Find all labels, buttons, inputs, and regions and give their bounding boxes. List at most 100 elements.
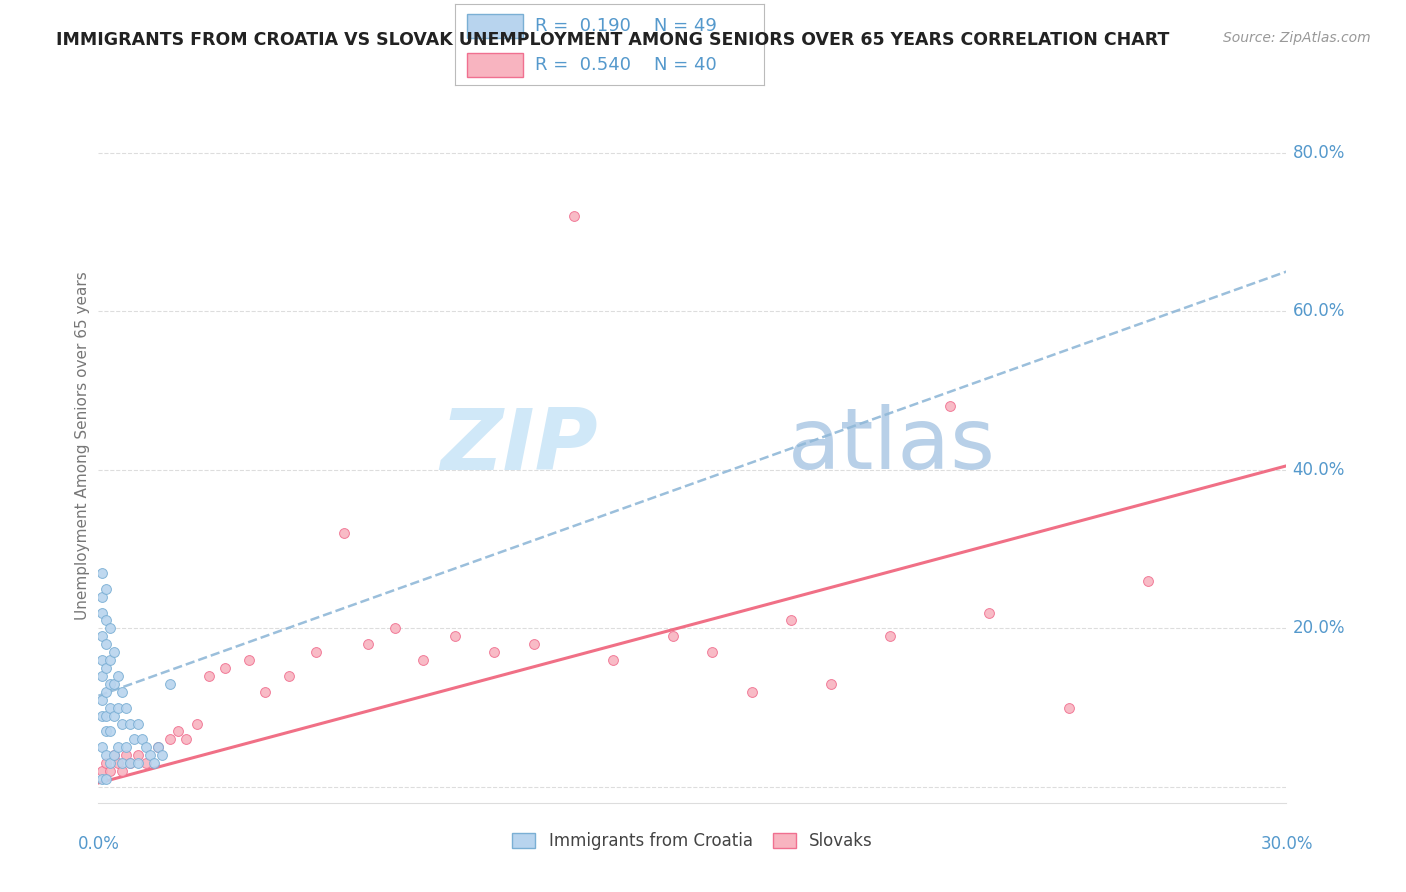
FancyBboxPatch shape (467, 14, 523, 38)
Point (305, 645, 328, 659)
Point (98, 621, 121, 635)
Point (150, 748, 173, 763)
Text: ZIP: ZIP (440, 404, 598, 488)
Point (107, 756, 129, 771)
Point (91, 606, 114, 620)
Point (111, 716, 134, 731)
Point (96, 685, 118, 699)
Point (111, 685, 134, 699)
Point (238, 653, 260, 667)
Point (702, 645, 724, 659)
Point (127, 756, 149, 771)
Point (98, 700, 121, 714)
Point (91, 669, 114, 683)
Point (91, 772, 114, 786)
Text: IMMIGRANTS FROM CROATIA VS SLOVAK UNEMPLOYMENT AMONG SENIORS OVER 65 YEARS CORRE: IMMIGRANTS FROM CROATIA VS SLOVAK UNEMPL… (56, 31, 1170, 49)
Point (127, 716, 149, 731)
Point (96, 637, 118, 651)
Point (103, 677, 125, 691)
Point (111, 756, 134, 771)
Text: 60.0%: 60.0% (1292, 302, 1344, 320)
Text: 40.0%: 40.0% (1292, 461, 1344, 479)
Text: R =  0.190    N = 49: R = 0.190 N = 49 (536, 17, 717, 35)
Text: Source: ZipAtlas.com: Source: ZipAtlas.com (1223, 31, 1371, 45)
Point (91, 740, 114, 755)
Point (91, 708, 114, 723)
Point (96, 748, 118, 763)
Point (98, 756, 121, 771)
Text: 20.0%: 20.0% (1292, 619, 1346, 638)
Point (98, 677, 121, 691)
Text: 30.0%: 30.0% (1260, 835, 1313, 853)
Point (111, 764, 134, 778)
Point (131, 732, 153, 747)
Point (879, 629, 901, 643)
Point (174, 732, 197, 747)
Legend: Immigrants from Croatia, Slovaks: Immigrants from Croatia, Slovaks (503, 824, 882, 859)
Point (107, 669, 129, 683)
Point (115, 740, 138, 755)
Point (127, 748, 149, 763)
Point (277, 669, 299, 683)
Point (820, 677, 842, 691)
Point (562, 209, 585, 223)
Point (135, 756, 157, 771)
Point (741, 685, 763, 699)
Point (103, 748, 125, 763)
Point (166, 724, 188, 739)
Point (139, 748, 162, 763)
Point (146, 740, 169, 755)
Text: atlas: atlas (787, 404, 995, 488)
Point (96, 614, 118, 628)
Point (159, 677, 181, 691)
Point (484, 645, 506, 659)
Point (98, 653, 121, 667)
Point (98, 724, 121, 739)
Point (444, 629, 467, 643)
Point (661, 629, 683, 643)
Point (103, 645, 125, 659)
Point (107, 700, 129, 714)
Point (91, 692, 114, 706)
Point (333, 526, 356, 541)
Point (120, 756, 142, 771)
Point (523, 637, 546, 651)
Point (159, 732, 181, 747)
Point (96, 582, 118, 596)
Point (91, 764, 114, 778)
Point (142, 756, 165, 771)
Point (91, 653, 114, 667)
Point (96, 661, 118, 675)
Point (357, 637, 380, 651)
Point (1136, 574, 1159, 588)
Point (602, 653, 624, 667)
Point (120, 756, 142, 771)
Point (939, 400, 962, 414)
Text: 80.0%: 80.0% (1292, 144, 1344, 161)
Point (107, 740, 129, 755)
Point (120, 716, 142, 731)
Point (214, 661, 236, 675)
Point (253, 685, 276, 699)
Point (91, 590, 114, 604)
Point (146, 740, 169, 755)
Text: 0.0%: 0.0% (77, 835, 120, 853)
Point (103, 748, 125, 763)
FancyBboxPatch shape (467, 53, 523, 77)
Point (186, 716, 208, 731)
Point (135, 740, 157, 755)
Y-axis label: Unemployment Among Seniors over 65 years: Unemployment Among Seniors over 65 years (75, 272, 90, 620)
Point (103, 708, 125, 723)
Point (412, 653, 434, 667)
Point (115, 700, 138, 714)
Point (1057, 700, 1080, 714)
Point (91, 566, 114, 580)
Point (979, 606, 1001, 620)
Point (115, 748, 138, 763)
Point (96, 724, 118, 739)
Point (96, 772, 118, 786)
Point (122, 732, 145, 747)
Point (780, 614, 803, 628)
Point (96, 708, 118, 723)
Point (98, 764, 121, 778)
